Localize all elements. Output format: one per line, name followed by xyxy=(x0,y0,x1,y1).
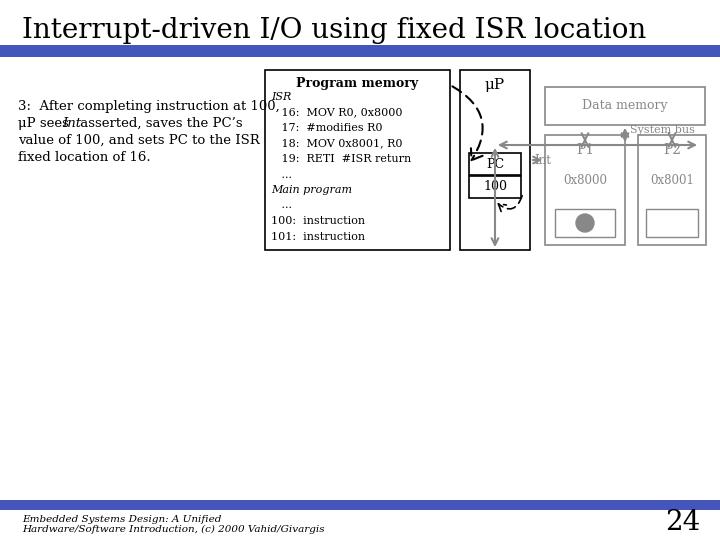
Circle shape xyxy=(576,214,594,232)
Bar xyxy=(265,70,450,250)
Text: ...: ... xyxy=(271,170,292,179)
Text: ISR: ISR xyxy=(271,92,292,102)
Bar xyxy=(0,45,720,57)
Bar xyxy=(545,135,625,245)
Text: μP: μP xyxy=(485,78,505,92)
Bar xyxy=(638,135,706,245)
Text: μP sees: μP sees xyxy=(18,117,73,130)
Text: 17:  #modifies R0: 17: #modifies R0 xyxy=(271,123,382,133)
Text: asserted, saves the PC’s: asserted, saves the PC’s xyxy=(76,117,243,130)
Text: Program memory: Program memory xyxy=(297,77,418,90)
Bar xyxy=(646,209,698,237)
Text: System bus: System bus xyxy=(630,125,695,135)
Text: Int: Int xyxy=(62,117,81,130)
Bar xyxy=(555,209,615,237)
Text: ...: ... xyxy=(271,200,292,211)
Text: fixed location of 16.: fixed location of 16. xyxy=(18,151,150,164)
Bar xyxy=(545,87,705,125)
Text: Embedded Systems Design: A Unified: Embedded Systems Design: A Unified xyxy=(22,515,221,524)
Bar xyxy=(460,70,530,250)
Text: 3:  After completing instruction at 100,: 3: After completing instruction at 100, xyxy=(18,100,280,113)
FancyArrowPatch shape xyxy=(498,195,522,212)
Text: 0x8000: 0x8000 xyxy=(563,173,607,186)
Text: 101:  instruction: 101: instruction xyxy=(271,232,365,241)
Text: 16:  MOV R0, 0x8000: 16: MOV R0, 0x8000 xyxy=(271,107,402,118)
Text: Hardware/Software Introduction, (c) 2000 Vahid/Givargis: Hardware/Software Introduction, (c) 2000… xyxy=(22,525,325,534)
Text: 18:  MOV 0x8001, R0: 18: MOV 0x8001, R0 xyxy=(271,138,402,149)
Bar xyxy=(469,176,521,198)
Text: 24: 24 xyxy=(665,509,700,536)
Text: Data memory: Data memory xyxy=(582,99,668,112)
Bar xyxy=(469,153,521,175)
Text: P2: P2 xyxy=(663,143,681,157)
Text: Main program: Main program xyxy=(271,185,352,195)
Text: 100:  instruction: 100: instruction xyxy=(271,216,365,226)
Text: 100: 100 xyxy=(483,180,507,193)
Text: Int: Int xyxy=(534,153,551,166)
Text: 19:  RETI  #ISR return: 19: RETI #ISR return xyxy=(271,154,411,164)
Text: 0x8001: 0x8001 xyxy=(650,173,694,186)
FancyArrowPatch shape xyxy=(452,86,482,160)
Bar xyxy=(0,500,720,510)
Text: P1: P1 xyxy=(576,143,594,157)
Text: value of 100, and sets PC to the ISR: value of 100, and sets PC to the ISR xyxy=(18,134,260,147)
Text: Interrupt-driven I/O using fixed ISR location: Interrupt-driven I/O using fixed ISR loc… xyxy=(22,17,647,44)
Text: PC: PC xyxy=(486,158,504,171)
